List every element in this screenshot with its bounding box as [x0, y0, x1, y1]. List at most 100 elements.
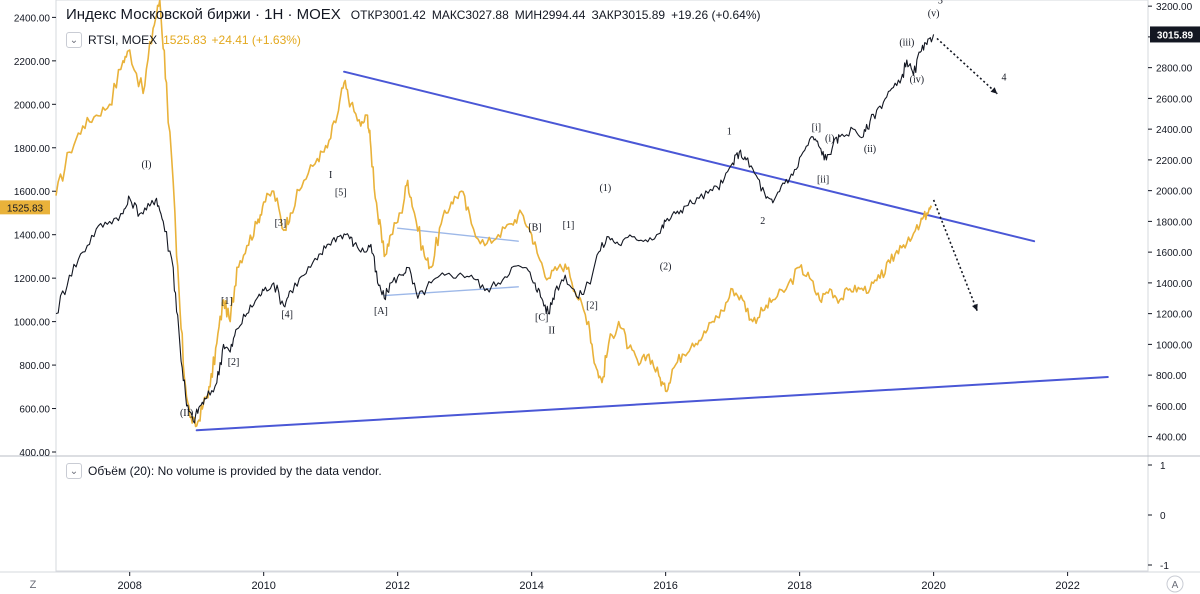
- arrowhead-icon: [972, 303, 978, 311]
- wave-label: II: [548, 326, 555, 337]
- chevron-down-icon: ⌄: [69, 34, 79, 46]
- right-axis-label: 1400.00: [1156, 279, 1193, 290]
- auto-scale-circle: [1166, 575, 1184, 593]
- time-axis-label: 2018: [787, 580, 811, 592]
- compare-legend: ⌄ RTSI, MOEX 1525.83 +24.41 (+1.63%): [66, 32, 301, 48]
- scale-z-button[interactable]: Z: [30, 579, 37, 591]
- moex-last-price-tag: [1150, 26, 1200, 43]
- close-value: ЗАКР3015.89: [591, 8, 665, 22]
- right-axis-label: 2400.00: [1156, 125, 1193, 136]
- left-axis-label: 1800.00: [14, 144, 51, 155]
- collapse-legend-button[interactable]: ⌄: [66, 32, 82, 48]
- scale-z-label: Z: [30, 579, 37, 591]
- change-value: +19.26 (+0.64%): [671, 8, 761, 22]
- wave-label: (iv): [910, 75, 924, 86]
- volume-axis-label: 1: [1160, 461, 1166, 472]
- wave-label: [i]: [812, 122, 821, 133]
- time-axis-label: 2012: [385, 580, 409, 592]
- wave-label: (i): [825, 133, 834, 144]
- rtsi-last-price-tag: [0, 200, 50, 215]
- moex-series-line: [55, 34, 935, 424]
- right-axis-label: 800.00: [1156, 371, 1187, 382]
- right-axis-label: 2000.00: [1156, 187, 1193, 198]
- left-axis-label: 1000.00: [14, 318, 51, 329]
- wave-label: (2): [660, 261, 672, 272]
- wave-label: [B]: [528, 222, 541, 233]
- wave-label: [2]: [228, 357, 240, 368]
- left-axis-label: 2000.00: [14, 100, 51, 111]
- wave-label: [C]: [535, 313, 548, 324]
- wave-label: [1]: [563, 220, 575, 231]
- time-axis-label: 2020: [921, 580, 945, 592]
- volume-legend: ⌄ Объём (20): No volume is provided by t…: [66, 463, 382, 479]
- triangle-line: [383, 286, 519, 297]
- grid: [0, 0, 1200, 573]
- wave-label: I: [329, 170, 332, 181]
- left-axis-label: 800.00: [19, 361, 50, 372]
- left-axis-label: 1200.00: [14, 274, 51, 285]
- projection-arrow-line: [932, 199, 978, 312]
- projection-arrow-line: [936, 37, 998, 95]
- right-axis-label: 1200.00: [1156, 310, 1193, 321]
- wave-labels: (I) (II) [1] [2] [3] [4] [5]I [A] [B] [C]II [1] [2]…: [141, 0, 1006, 419]
- left-axis-label: 1600.00: [14, 187, 51, 198]
- low-label: МИН: [514, 8, 543, 22]
- series: [55, 0, 935, 428]
- wave-label: (iii): [899, 38, 914, 49]
- compare-symbol[interactable]: RTSI, MOEX: [88, 33, 158, 47]
- plot-frame: [55, 0, 1149, 572]
- collapse-volume-button[interactable]: ⌄: [66, 463, 82, 479]
- wave-label: (v): [928, 8, 940, 19]
- compare-value: 1525.83: [163, 33, 207, 47]
- right-axis-label: 1600.00: [1156, 248, 1193, 259]
- high-label: МАКС: [431, 8, 466, 22]
- volume-axis-label: 0: [1160, 511, 1166, 522]
- right-axis-label: 2200.00: [1156, 156, 1193, 167]
- right-axis-label: 3200.00: [1156, 2, 1193, 13]
- right-axis-label: 1000.00: [1156, 340, 1193, 351]
- left-axis-label: 2400.00: [14, 13, 51, 24]
- chevron-down-icon: ⌄: [69, 465, 79, 477]
- open-value: ОТКР3001.42: [351, 8, 426, 22]
- left-axis-label: 600.00: [19, 405, 50, 416]
- wave-label: (II): [180, 408, 193, 419]
- moex-last-price-label: 3015.89: [1157, 30, 1194, 41]
- right-axis-label: 2800.00: [1156, 64, 1193, 75]
- compare-change: +24.41 (+1.63%): [211, 33, 301, 47]
- right-axis-label: 400.00: [1156, 433, 1187, 444]
- right-axis-label: 600.00: [1156, 402, 1187, 413]
- wave-label: 2: [760, 216, 765, 227]
- symbol-title[interactable]: Индекс Московской биржи · 1Н · MOEX: [66, 6, 341, 23]
- wave-label: [ii]: [817, 175, 829, 186]
- left-axis-label: 2200.00: [14, 57, 51, 68]
- close-number: 3015.89: [621, 8, 666, 22]
- high-value: МАКС3027.88: [432, 8, 509, 22]
- rtsi-last-price-label: 1525.83: [7, 203, 44, 214]
- volume-axis-label: -1: [1160, 561, 1169, 572]
- time-axis-label: 2010: [251, 580, 275, 592]
- right-axis-label: 2600.00: [1156, 94, 1193, 105]
- projection-arrows: [932, 37, 998, 312]
- wave-label: (I): [141, 159, 151, 170]
- left-axis-label: 1400.00: [14, 231, 51, 242]
- wave-label: [5]: [335, 188, 347, 199]
- open-number: 3001.42: [382, 8, 426, 22]
- arrowhead-icon: [990, 87, 998, 94]
- wave-label: 4: [1001, 72, 1006, 83]
- time-axis-label: 2022: [1055, 580, 1079, 592]
- open-label: ОТКР: [350, 8, 383, 22]
- rtsi-series-line: [55, 0, 933, 428]
- wave-label: [1]: [221, 296, 233, 307]
- time-axis-label: 2016: [653, 580, 677, 592]
- trendline: [195, 376, 1109, 432]
- auto-scale-button[interactable]: A: [1166, 575, 1184, 593]
- wave-label: [A]: [374, 306, 388, 317]
- left-axis-label: 400.00: [19, 448, 50, 459]
- trendline: [343, 70, 1036, 243]
- auto-scale-label: A: [1172, 580, 1179, 591]
- volume-label: Объём (20): No volume is provided by the…: [88, 464, 382, 478]
- time-axis-label: 2008: [117, 580, 141, 592]
- low-value: МИН2994.44: [515, 8, 586, 22]
